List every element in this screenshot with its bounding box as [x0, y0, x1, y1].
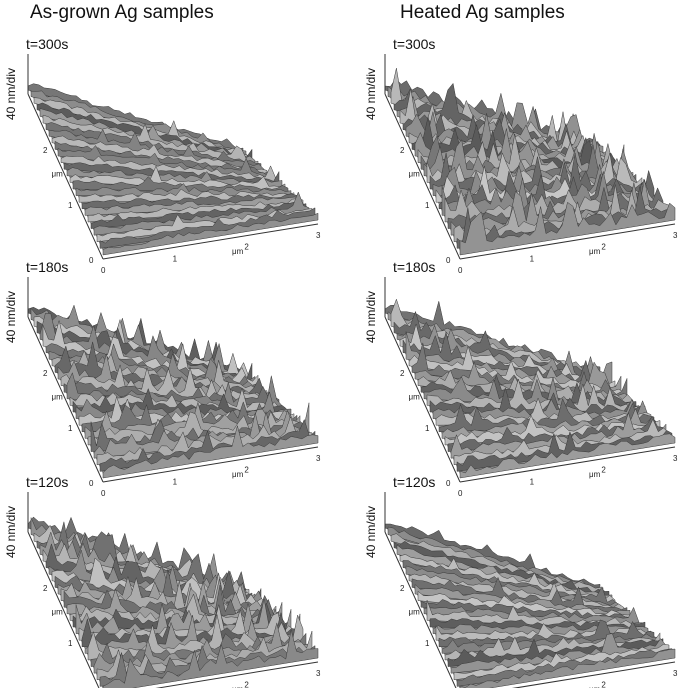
y-tick-label: 1: [68, 424, 73, 433]
origin-label: 0: [446, 256, 451, 265]
origin-label: 0: [89, 256, 94, 265]
column-title-heated: Heated Ag samples: [400, 2, 565, 23]
y-unit-label: μm: [409, 608, 421, 617]
time-label: t=180s: [393, 259, 436, 275]
y-tick-label: 2: [43, 146, 48, 155]
surface-mesh: [27, 83, 319, 256]
y-unit-label: μm: [52, 608, 64, 617]
y-tick-label: 2: [43, 369, 48, 378]
y-tick-label: 1: [425, 201, 430, 210]
y-tick-label: 1: [68, 201, 73, 210]
x-tick-label: 2: [244, 243, 249, 252]
time-label: t=300s: [26, 36, 69, 52]
afm-panel: t=300s 40 nm/div 0 1 2 3 μm 1 2 μm 0: [345, 30, 690, 275]
y-tick-label: 2: [400, 584, 405, 593]
x-tick-label: 2: [244, 466, 249, 475]
x-tick-label: 0: [458, 489, 463, 498]
x-tick-label: 0: [101, 266, 106, 275]
y-tick-label: 1: [425, 424, 430, 433]
x-tick-label: 2: [244, 681, 249, 688]
x-tick-label: 3: [316, 454, 321, 463]
x-unit-label: μm: [232, 247, 244, 256]
surface-mesh: [384, 68, 676, 256]
x-tick-label: 0: [458, 266, 463, 275]
time-label: t=120s: [393, 474, 436, 490]
x-tick-label: 2: [601, 466, 606, 475]
y-tick-label: 1: [68, 639, 73, 648]
afm-panel: t=180s 40 nm/div 0 1 2 3 μm 1 2 μm 0: [345, 253, 690, 498]
y-unit-label: μm: [409, 393, 421, 402]
x-tick-label: 3: [673, 231, 678, 240]
x-tick-label: 1: [530, 254, 535, 263]
x-tick-label: 2: [601, 681, 606, 688]
y-tick-label: 2: [43, 584, 48, 593]
x-unit-label: μm: [232, 470, 244, 479]
time-label: t=120s: [26, 474, 69, 490]
column-title-as-grown: As-grown Ag samples: [30, 2, 214, 23]
x-tick-label: 1: [173, 477, 178, 486]
y-tick-label: 2: [400, 369, 405, 378]
x-tick-label: 3: [316, 669, 321, 678]
origin-label: 0: [89, 479, 94, 488]
x-unit-label: μm: [589, 470, 601, 479]
x-tick-label: 0: [101, 489, 106, 498]
x-tick-label: 3: [673, 669, 678, 678]
time-label: t=300s: [393, 36, 436, 52]
y-tick-label: 2: [400, 146, 405, 155]
x-tick-label: 1: [173, 254, 178, 263]
x-tick-label: 3: [673, 454, 678, 463]
x-tick-label: 2: [601, 243, 606, 252]
time-label: t=180s: [26, 259, 69, 275]
x-tick-label: 3: [316, 231, 321, 240]
x-tick-label: 1: [530, 477, 535, 486]
surface-mesh: [384, 298, 676, 479]
y-unit-label: μm: [409, 170, 421, 179]
y-tick-label: 1: [425, 639, 430, 648]
y-unit-label: μm: [52, 393, 64, 402]
y-unit-label: μm: [52, 170, 64, 179]
x-unit-label: μm: [589, 247, 601, 256]
afm-panel: t=300s 40 nm/div 0 1 2 3 μm 1 2 μm 0: [0, 30, 345, 275]
surface-mesh: [27, 516, 319, 688]
surface-mesh: [27, 304, 319, 479]
origin-label: 0: [446, 479, 451, 488]
surface-mesh: [384, 523, 676, 688]
afm-panel: t=180s 40 nm/div 0 1 2 3 μm 1 2 μm 0: [0, 253, 345, 498]
